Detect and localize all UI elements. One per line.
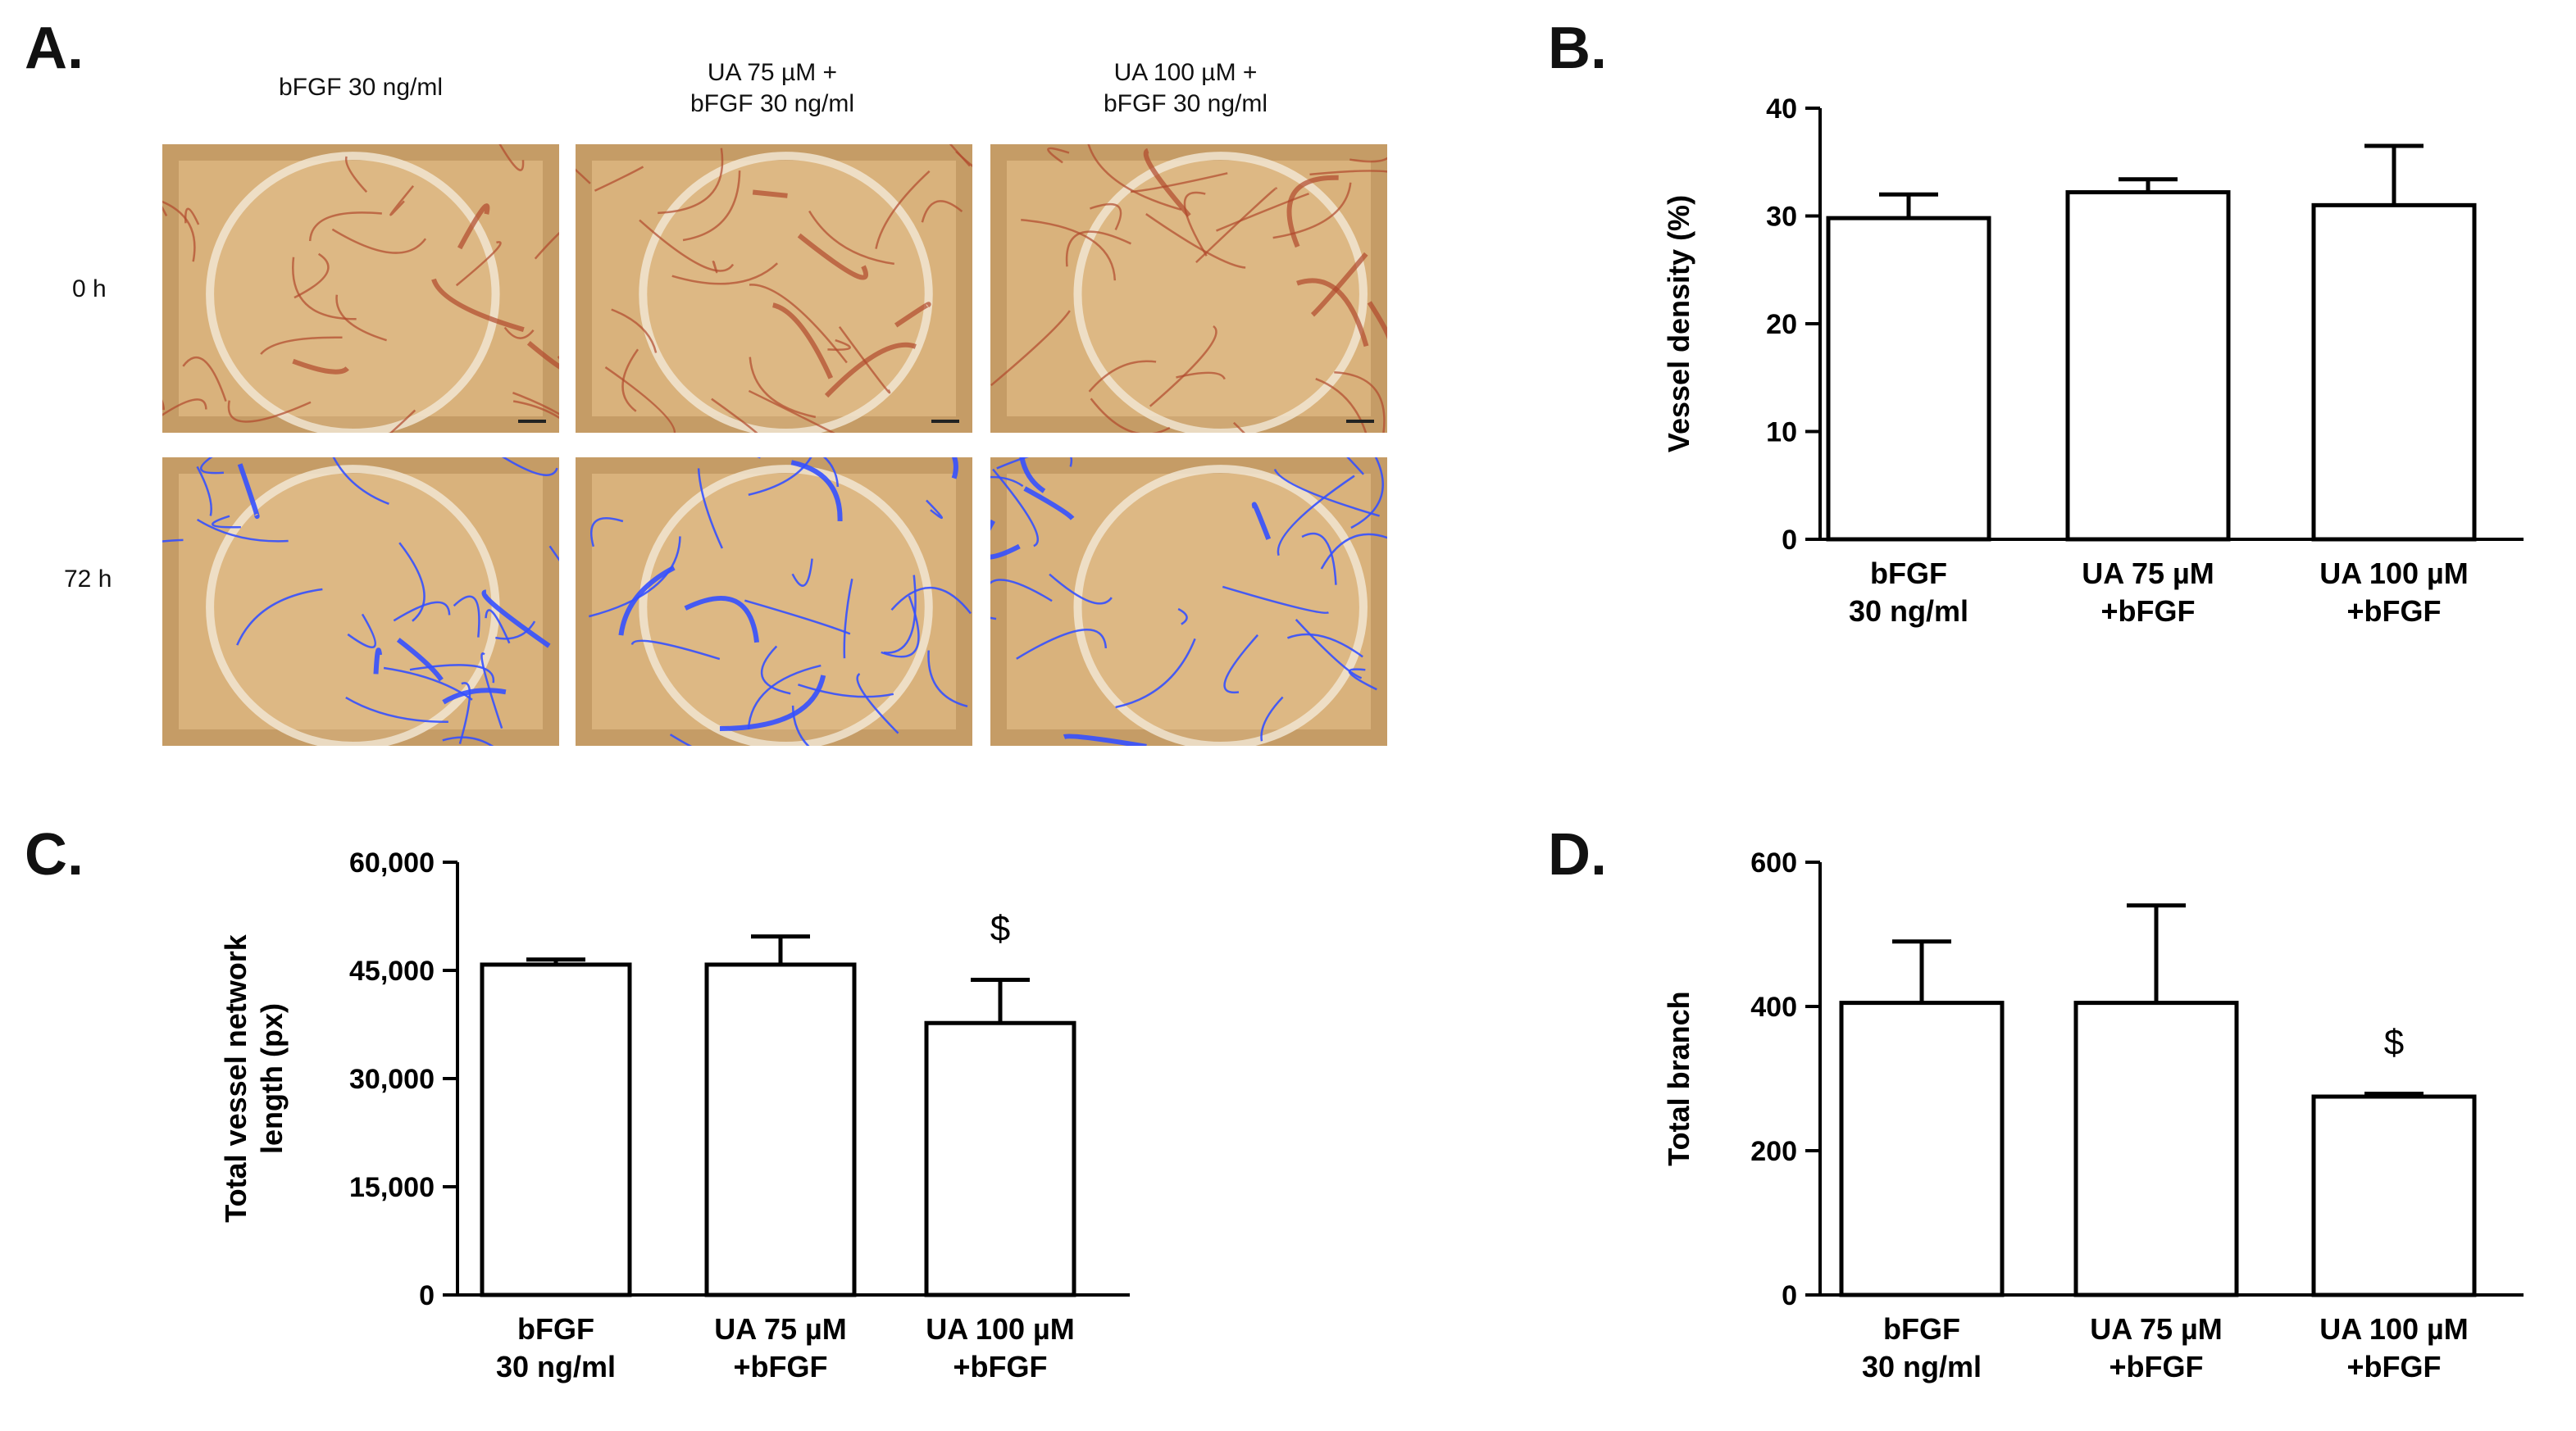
column-label-ua100: UA 100 µM + bFGF 30 ng/ml (1103, 59, 1268, 117)
chart-b-category-label: bFGF (1870, 556, 1947, 590)
chart-c-y-tick-label: 15,000 (349, 1172, 435, 1203)
chart-d-y-tick-label: 0 (1782, 1280, 1797, 1311)
chart-d-category-label: 30 ng/ml (1862, 1350, 1982, 1383)
chart-d-category-label: UA 75 µM (2090, 1312, 2222, 1346)
chart-d-category-label: UA 100 µM (2319, 1312, 2468, 1346)
chart-d-y-tick-label: 400 (1750, 992, 1797, 1023)
chart-c-bar (480, 962, 632, 1297)
chart-c-y-tick-label: 30,000 (349, 1064, 435, 1095)
chart-b-y-tick-label: 20 (1766, 309, 1797, 340)
chart-b-y-axis-label: Vessel density (%) (1662, 195, 1695, 452)
chart-c-y-axis-label: Total vessel network (219, 934, 253, 1222)
panel-a-letter: A. (25, 16, 84, 81)
chart-d-bar (1839, 1001, 2005, 1297)
panel-c-letter: C. (25, 822, 84, 888)
chart-c-category-label: bFGF (517, 1312, 594, 1346)
cam-photo-0h-col1 (162, 144, 559, 433)
chart-d-bar (2311, 1094, 2477, 1297)
chart-d-y-tick-label: 200 (1750, 1136, 1797, 1167)
chart-c-category-label: 30 ng/ml (496, 1350, 616, 1383)
chart-c-y-axis-label: length (px) (255, 1003, 289, 1154)
chart-d-category-label: bFGF (1883, 1312, 1960, 1346)
cam-photo-0h-col2 (576, 144, 972, 433)
cam-photo-72h-col1 (162, 457, 559, 746)
chart-b-y-tick-label: 40 (1766, 93, 1797, 125)
scale-bar (1346, 420, 1374, 423)
cam-photo-0h-col3 (990, 144, 1387, 433)
chart-b-category-label: +bFGF (2101, 594, 2196, 628)
column-label-ua75: UA 75 µM + bFGF 30 ng/ml (690, 59, 855, 117)
panel-d-letter: D. (1548, 822, 1607, 888)
chart-b-category-label: UA 75 µM (2082, 556, 2214, 590)
chart-c-category-label: +bFGF (953, 1350, 1048, 1383)
chart-c-category-label: UA 75 µM (714, 1312, 846, 1346)
chart-d-y-axis-label: Total branch (1662, 991, 1695, 1165)
chart-c-category-label: UA 100 µM (926, 1312, 1074, 1346)
chart-b-category-label: 30 ng/ml (1849, 594, 1968, 628)
chart-d-significance-mark: $ (2384, 1022, 2404, 1062)
chart-b-category-label: +bFGF (2347, 594, 2442, 628)
chart-b-bar (2065, 190, 2231, 542)
scale-bar (931, 420, 959, 423)
panel-b-letter: B. (1548, 16, 1607, 81)
chart-b-bar (2311, 202, 2477, 542)
chart-c-y-tick-label: 60,000 (349, 847, 435, 879)
scale-bar (518, 420, 546, 423)
chart-c-y-tick-label: 0 (419, 1280, 435, 1311)
cam-photo-72h-col3 (990, 457, 1387, 746)
chart-c-y-tick-label: 45,000 (349, 956, 435, 987)
chart-b-y-tick-label: 30 (1766, 202, 1797, 233)
row-label-0h: 0 h (72, 275, 107, 302)
cam-photo-72h-col2 (576, 457, 972, 746)
chart-c-bar (924, 1020, 1076, 1297)
chart-d-y-tick-label: 600 (1750, 847, 1797, 879)
chart-b-y-tick-label: 10 (1766, 417, 1797, 448)
chart-b-bar (1826, 216, 1991, 542)
chart-d-category-label: +bFGF (2347, 1350, 2442, 1383)
column-label-bfgf: bFGF 30 ng/ml (278, 74, 444, 101)
chart-d-bar (2073, 1001, 2239, 1297)
chart-b-category-label: UA 100 µM (2319, 556, 2468, 590)
chart-c-significance-mark: $ (990, 908, 1010, 948)
chart-b-y-tick-label: 0 (1782, 525, 1797, 556)
chart-c-bar (704, 962, 857, 1297)
row-label-72h: 72 h (64, 566, 112, 593)
chart-c-category-label: +bFGF (734, 1350, 828, 1383)
chart-d-category-label: +bFGF (2109, 1350, 2204, 1383)
